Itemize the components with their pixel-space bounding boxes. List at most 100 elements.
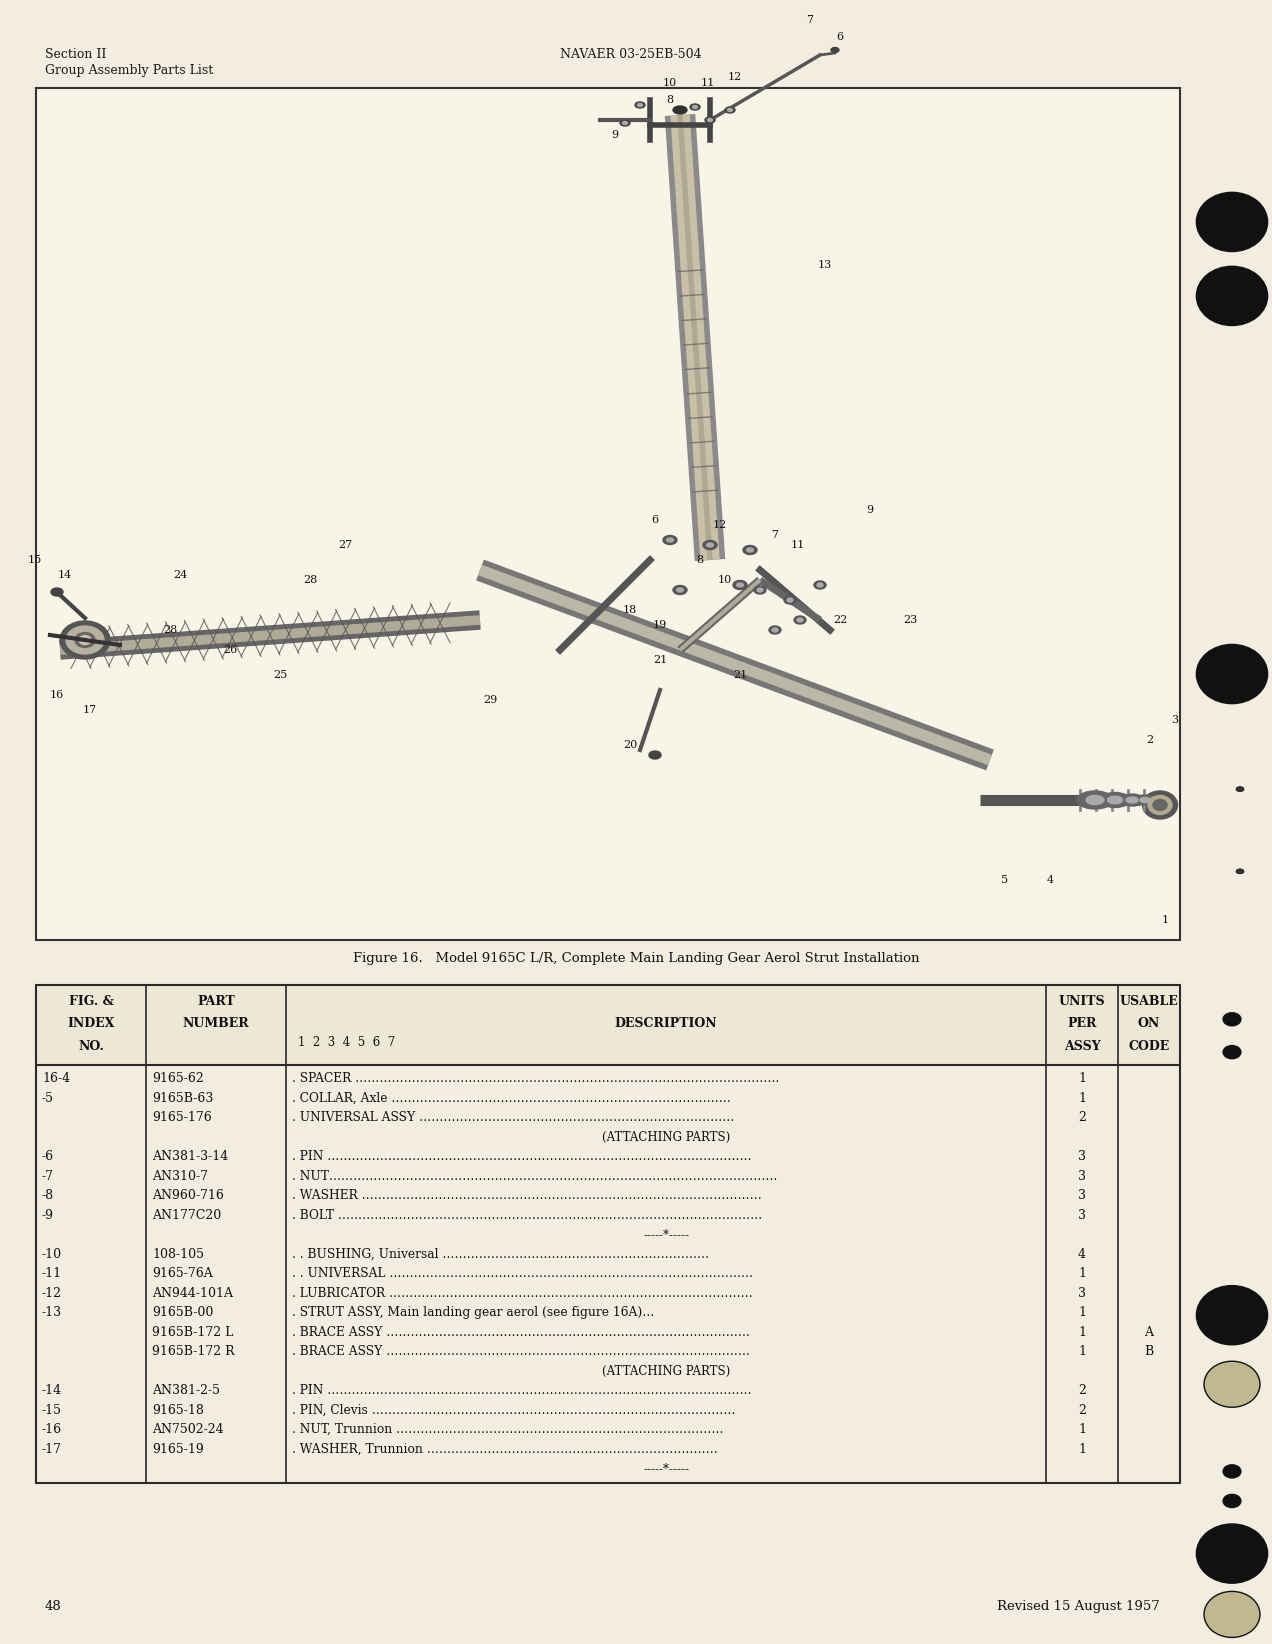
- Ellipse shape: [622, 122, 627, 125]
- Text: PART: PART: [197, 995, 235, 1008]
- Text: . . BUSHING, Universal …………………………………………………………: . . BUSHING, Universal ………………………………………………: [293, 1248, 709, 1261]
- Text: 25: 25: [273, 671, 287, 681]
- Ellipse shape: [75, 633, 95, 648]
- Text: AN7502-24: AN7502-24: [151, 1424, 224, 1437]
- Text: 9165B-00: 9165B-00: [151, 1307, 214, 1318]
- Ellipse shape: [1224, 1465, 1241, 1478]
- Text: 1: 1: [1077, 1092, 1086, 1105]
- Text: 5: 5: [1001, 875, 1009, 884]
- Ellipse shape: [705, 117, 715, 123]
- Text: 12: 12: [728, 72, 742, 82]
- Text: . BOLT ……………………………………………………………………………………………: . BOLT …………………………………………………………………………………………: [293, 1208, 762, 1221]
- Text: 3: 3: [1077, 1171, 1086, 1182]
- Text: 11: 11: [701, 77, 715, 89]
- Ellipse shape: [1224, 1013, 1241, 1026]
- Ellipse shape: [1205, 1591, 1261, 1637]
- Text: (ATTACHING PARTS): (ATTACHING PARTS): [602, 1365, 730, 1378]
- Ellipse shape: [736, 584, 744, 587]
- Text: AN944-101A: AN944-101A: [151, 1287, 233, 1300]
- Text: 6: 6: [837, 31, 843, 43]
- Text: . SPACER ……………………………………………………………………………………………: . SPACER ……………………………………………………………………………………: [293, 1072, 780, 1085]
- Bar: [36, 89, 1180, 940]
- Text: 9165-19: 9165-19: [151, 1443, 204, 1455]
- Text: 1: 1: [1077, 1345, 1086, 1358]
- Text: 14: 14: [57, 570, 73, 580]
- Text: 8: 8: [697, 556, 703, 566]
- Text: . . UNIVERSAL ………………………………………………………………………………: . . UNIVERSAL ………………………………………………………………………: [293, 1268, 753, 1281]
- Ellipse shape: [1100, 792, 1130, 807]
- Text: -10: -10: [42, 1248, 62, 1261]
- Ellipse shape: [663, 536, 677, 544]
- Text: ASSY: ASSY: [1063, 1041, 1100, 1054]
- Text: . LUBRICATOR ………………………………………………………………………………: . LUBRICATOR …………………………………………………………………………: [293, 1287, 753, 1300]
- Bar: [36, 985, 1180, 1483]
- Text: 27: 27: [338, 539, 352, 551]
- Text: -13: -13: [42, 1307, 62, 1318]
- Ellipse shape: [1197, 644, 1268, 704]
- Ellipse shape: [677, 589, 683, 592]
- Text: 15: 15: [28, 556, 42, 566]
- Text: . BRACE ASSY ………………………………………………………………………………: . BRACE ASSY …………………………………………………………………………: [293, 1325, 750, 1338]
- Text: -6: -6: [42, 1151, 55, 1164]
- Ellipse shape: [1236, 868, 1244, 875]
- Ellipse shape: [1086, 796, 1104, 804]
- Text: . WASHER ………………………………………………………………………………………: . WASHER ……………………………………………………………………………………: [293, 1189, 762, 1202]
- Text: A: A: [1145, 1325, 1154, 1338]
- Text: 3: 3: [1077, 1287, 1086, 1300]
- Ellipse shape: [51, 589, 64, 597]
- Text: AN960-716: AN960-716: [151, 1189, 224, 1202]
- Text: INDEX: INDEX: [67, 1018, 114, 1031]
- Ellipse shape: [1152, 799, 1166, 810]
- Text: ON: ON: [1138, 1018, 1160, 1031]
- Text: 3: 3: [1077, 1189, 1086, 1202]
- Ellipse shape: [1149, 796, 1172, 814]
- Text: 29: 29: [483, 695, 497, 705]
- Ellipse shape: [79, 636, 92, 644]
- Text: Section II: Section II: [45, 48, 107, 61]
- Ellipse shape: [1224, 1494, 1241, 1508]
- Text: FIG. &: FIG. &: [69, 995, 113, 1008]
- Ellipse shape: [733, 580, 747, 590]
- Text: 48: 48: [45, 1600, 62, 1613]
- Text: AN381-2-5: AN381-2-5: [151, 1384, 220, 1397]
- Ellipse shape: [770, 626, 781, 635]
- Ellipse shape: [814, 580, 826, 589]
- Bar: [36, 985, 1180, 1065]
- Ellipse shape: [1197, 192, 1268, 252]
- Text: UNITS: UNITS: [1058, 995, 1105, 1008]
- Text: 21: 21: [653, 654, 667, 666]
- Ellipse shape: [689, 104, 700, 110]
- Text: . UNIVERSAL ASSY ……………………………………………………………………: . UNIVERSAL ASSY ………………………………………………………………: [293, 1111, 734, 1124]
- Ellipse shape: [747, 547, 753, 552]
- Ellipse shape: [1077, 791, 1113, 809]
- Text: Figure 16.   Model 9165C L/R, Complete Main Landing Gear Aerol Strut Installatio: Figure 16. Model 9165C L/R, Complete Mai…: [352, 952, 920, 965]
- Ellipse shape: [794, 616, 806, 625]
- Ellipse shape: [1121, 794, 1144, 806]
- Text: NAVAER 03-25EB-504: NAVAER 03-25EB-504: [560, 48, 702, 61]
- Ellipse shape: [725, 107, 735, 113]
- Ellipse shape: [673, 585, 687, 595]
- Ellipse shape: [1197, 266, 1268, 326]
- Ellipse shape: [831, 48, 840, 53]
- Text: 9165-176: 9165-176: [151, 1111, 211, 1124]
- Text: . WASHER, Trunnion ………………………………………………………………: . WASHER, Trunnion …………………………………………………………: [293, 1443, 717, 1455]
- Text: Group Assembly Parts List: Group Assembly Parts List: [45, 64, 214, 77]
- Text: . BRACE ASSY ………………………………………………………………………………: . BRACE ASSY …………………………………………………………………………: [293, 1345, 750, 1358]
- Text: . NUT, Trunnion ………………………………………………………………………: . NUT, Trunnion …………………………………………………………………: [293, 1424, 724, 1437]
- Text: -5: -5: [42, 1092, 53, 1105]
- Ellipse shape: [743, 546, 757, 554]
- Text: 22: 22: [833, 615, 847, 625]
- Ellipse shape: [1135, 796, 1155, 806]
- Ellipse shape: [1142, 791, 1178, 819]
- Text: -----*-----: -----*-----: [644, 1462, 689, 1475]
- Ellipse shape: [649, 751, 661, 760]
- Ellipse shape: [706, 543, 714, 547]
- Text: 9165-18: 9165-18: [151, 1404, 204, 1417]
- Text: 16: 16: [50, 690, 64, 700]
- Text: . COLLAR, Axle …………………………………………………………………………: . COLLAR, Axle ……………………………………………………………………: [293, 1092, 731, 1105]
- Text: NUMBER: NUMBER: [183, 1018, 249, 1031]
- Ellipse shape: [667, 538, 673, 543]
- Text: B: B: [1145, 1345, 1154, 1358]
- Text: AN381-3-14: AN381-3-14: [151, 1151, 228, 1164]
- Ellipse shape: [757, 589, 763, 592]
